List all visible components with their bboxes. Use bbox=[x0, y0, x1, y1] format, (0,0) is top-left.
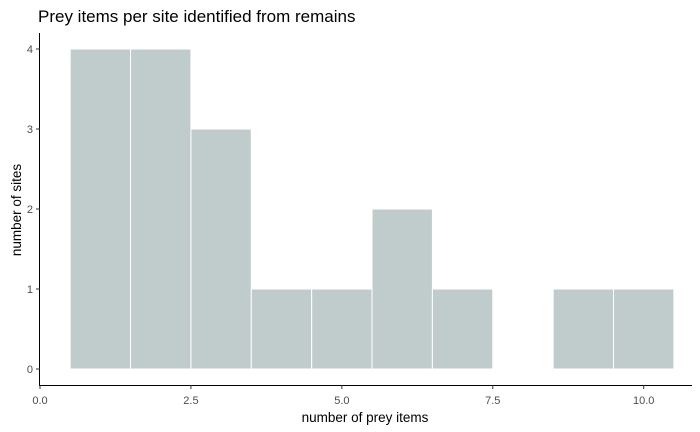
histogram-bar-10 bbox=[613, 288, 675, 370]
x-axis-title: number of prey items bbox=[302, 410, 429, 425]
x-tick-label: 7.5 bbox=[485, 395, 500, 407]
histogram-bar-1 bbox=[69, 48, 132, 370]
y-tick-label: 1 bbox=[27, 284, 33, 296]
y-tick-label: 4 bbox=[27, 44, 33, 56]
x-axis-ticks: 0.0 2.5 5.0 7.5 10.0 bbox=[32, 385, 654, 407]
x-tick-label: 2.5 bbox=[183, 395, 198, 407]
histogram-bar-3 bbox=[190, 128, 252, 370]
chart-title: Prey items per site identified from rema… bbox=[38, 7, 355, 26]
histogram-bar-6 bbox=[371, 208, 433, 370]
histogram-bar-7 bbox=[431, 288, 494, 370]
x-tick-label: 5.0 bbox=[334, 395, 349, 407]
x-tick-label: 0.0 bbox=[32, 395, 47, 407]
bars-group bbox=[69, 48, 675, 370]
y-tick-label: 2 bbox=[27, 204, 33, 216]
y-axis-title: number of sites bbox=[9, 164, 24, 257]
histogram-bar-2 bbox=[130, 48, 192, 370]
y-tick-label: 3 bbox=[27, 124, 33, 136]
histogram-bar-5 bbox=[311, 288, 373, 370]
histogram-bar-4 bbox=[250, 288, 313, 370]
y-tick-label: 0 bbox=[27, 364, 33, 376]
histogram-bar-9 bbox=[552, 288, 615, 370]
y-axis-ticks: 0 1 2 3 4 bbox=[27, 44, 40, 376]
x-tick-label: 10.0 bbox=[633, 395, 654, 407]
